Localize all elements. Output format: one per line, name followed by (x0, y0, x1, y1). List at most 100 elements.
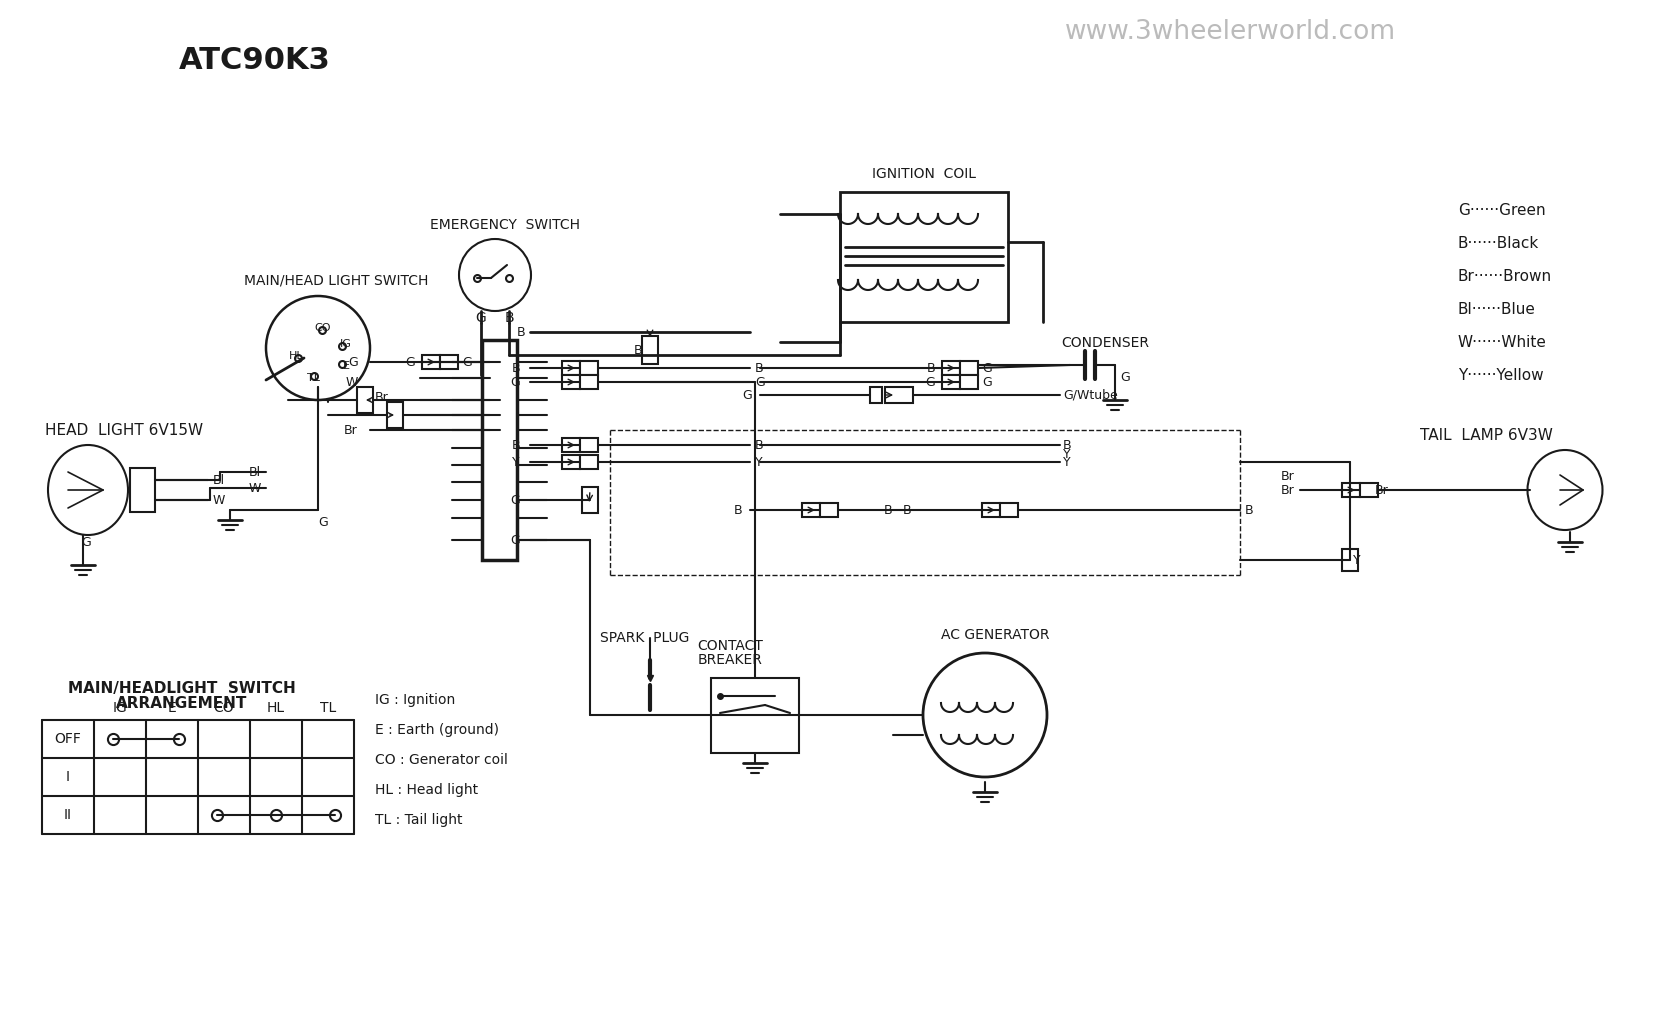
Bar (561, 375, 579, 389)
Text: G: G (81, 535, 91, 548)
Text: B: B (1063, 438, 1071, 452)
Text: G: G (755, 375, 765, 389)
Text: ARRANGEMENT: ARRANGEMENT (116, 697, 248, 711)
Text: Bl: Bl (213, 473, 225, 487)
Text: Bl······Blue: Bl······Blue (1456, 301, 1534, 317)
Text: CONTACT: CONTACT (697, 639, 763, 653)
Text: E: E (167, 701, 177, 716)
Bar (131, 468, 156, 512)
Bar (561, 455, 579, 469)
Text: Br: Br (344, 424, 357, 436)
Text: Y: Y (1352, 554, 1360, 566)
Text: B: B (516, 326, 525, 338)
Text: G: G (510, 375, 520, 389)
Text: E : Earth (ground): E : Earth (ground) (374, 723, 498, 737)
Text: HL: HL (266, 701, 285, 716)
Circle shape (922, 653, 1046, 777)
Text: CO: CO (213, 701, 233, 716)
Text: SPARK  PLUG: SPARK PLUG (601, 631, 688, 645)
Text: G: G (1119, 370, 1129, 384)
Text: B: B (925, 362, 935, 374)
Bar (1000, 503, 1018, 517)
Text: HL: HL (288, 351, 303, 361)
Text: www.3wheelerworld.com: www.3wheelerworld.com (1064, 19, 1395, 45)
Text: CO: CO (314, 323, 331, 333)
Bar (819, 503, 837, 517)
Text: G: G (981, 362, 991, 374)
Text: B: B (755, 362, 763, 374)
Text: B: B (755, 438, 763, 452)
Circle shape (458, 239, 531, 311)
Bar (561, 361, 579, 375)
Text: Bl: Bl (248, 466, 261, 478)
Text: IG: IG (113, 701, 127, 716)
Text: G: G (510, 494, 520, 506)
Text: TAIL  LAMP 6V3W: TAIL LAMP 6V3W (1418, 428, 1552, 442)
Text: Y: Y (1063, 447, 1071, 461)
Text: MAIN/HEAD LIGHT SWITCH: MAIN/HEAD LIGHT SWITCH (243, 273, 429, 287)
Text: CO : Generator coil: CO : Generator coil (374, 753, 508, 767)
Bar (1359, 483, 1377, 497)
Text: BREAKER: BREAKER (697, 653, 761, 667)
Text: G: G (318, 516, 328, 529)
Text: G······Green: G······Green (1456, 202, 1544, 218)
Text: TL : Tail light: TL : Tail light (374, 813, 462, 827)
Text: IGNITION  COIL: IGNITION COIL (872, 167, 975, 181)
Text: W······White: W······White (1456, 334, 1546, 350)
Text: Br: Br (376, 391, 389, 403)
Text: TL: TL (319, 701, 336, 716)
Text: Br······Brown: Br······Brown (1456, 268, 1551, 284)
Text: OFF: OFF (55, 732, 81, 746)
Text: B: B (1245, 503, 1253, 517)
Text: Br: Br (1281, 484, 1294, 497)
Text: Y: Y (755, 456, 763, 468)
Bar (642, 336, 657, 364)
Bar (942, 361, 960, 375)
Text: ATC90K3: ATC90K3 (179, 45, 331, 74)
Bar (960, 361, 978, 375)
Text: Br: Br (1281, 469, 1294, 483)
Text: B······Black: B······Black (1456, 235, 1537, 251)
Text: G/Wtube: G/Wtube (1063, 389, 1117, 401)
Bar (981, 503, 1000, 517)
Text: G: G (981, 375, 991, 389)
Text: B: B (511, 438, 520, 452)
Text: W: W (248, 481, 261, 495)
Text: I: I (66, 770, 70, 784)
Text: IG : Ignition: IG : Ignition (374, 693, 455, 707)
Text: CONDENSER: CONDENSER (1061, 336, 1149, 350)
Bar (1341, 548, 1357, 571)
Text: II: II (65, 808, 71, 822)
Bar (581, 487, 597, 513)
Bar (942, 375, 960, 389)
Text: IG: IG (339, 339, 353, 350)
Circle shape (266, 296, 369, 400)
Text: G: G (475, 311, 487, 325)
Text: Y: Y (511, 456, 520, 468)
Bar (579, 438, 597, 452)
Text: E: E (343, 361, 349, 371)
Text: B: B (733, 503, 741, 517)
Bar (440, 355, 458, 369)
Text: HL : Head light: HL : Head light (374, 783, 478, 797)
Text: G: G (348, 356, 357, 368)
Bar (839, 192, 1008, 322)
Text: B: B (882, 503, 892, 517)
Text: Y······Yellow: Y······Yellow (1456, 367, 1542, 383)
Text: Br: Br (1374, 484, 1389, 497)
Bar (710, 678, 798, 753)
Ellipse shape (48, 445, 127, 535)
Text: B: B (634, 343, 642, 357)
Bar (482, 340, 516, 560)
Text: G: G (462, 356, 472, 368)
Text: B: B (503, 311, 513, 325)
Text: G: G (510, 533, 520, 546)
Bar (561, 438, 579, 452)
Text: W: W (213, 494, 225, 506)
Bar (387, 402, 402, 428)
Text: HEAD  LIGHT 6V15W: HEAD LIGHT 6V15W (45, 423, 204, 437)
Text: B: B (902, 503, 910, 517)
Bar (422, 355, 440, 369)
Text: W: W (346, 375, 357, 389)
Bar (884, 387, 912, 403)
